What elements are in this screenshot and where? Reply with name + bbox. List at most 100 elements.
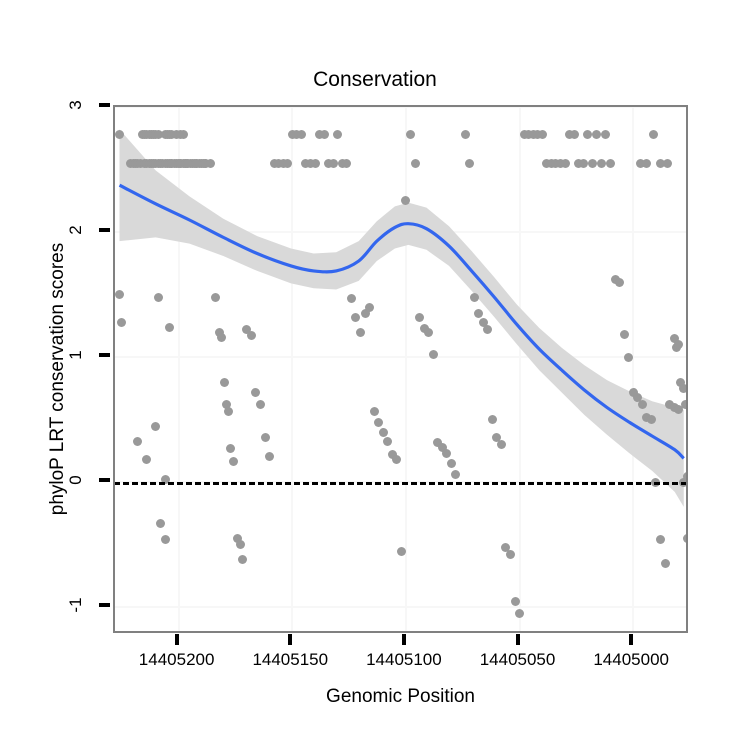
y-axis-title: phyloP LRT conservation scores: [47, 242, 68, 516]
scatter-point: [587, 158, 597, 168]
scatter-point: [415, 312, 425, 322]
scatter-point: [178, 130, 188, 140]
scatter-point: [167, 130, 177, 140]
y-tick-label: 1: [66, 350, 85, 360]
scatter-point: [151, 421, 161, 431]
scatter-point: [396, 546, 406, 556]
scatter-point: [405, 130, 415, 140]
scatter-point: [574, 158, 584, 168]
scatter-point: [135, 158, 145, 168]
scatter-point: [601, 130, 611, 140]
x-tick-mark: [288, 634, 293, 645]
scatter-point: [674, 340, 684, 350]
scatter-point: [569, 130, 579, 140]
gridline-vertical: [632, 107, 635, 631]
scatter-point: [176, 158, 186, 168]
scatter-point: [228, 456, 238, 466]
scatter-point: [483, 325, 493, 335]
loess-curve-path: [118, 183, 685, 460]
scatter-point: [410, 158, 420, 168]
scatter-point: [401, 196, 411, 206]
scatter-point: [442, 449, 452, 459]
scatter-point: [660, 559, 670, 569]
scatter-point: [265, 451, 275, 461]
scatter-point: [383, 436, 393, 446]
x-tick-label: 14405150: [252, 650, 329, 669]
scatter-point: [210, 292, 220, 302]
scatter-point: [117, 317, 127, 327]
scatter-point: [296, 130, 306, 140]
scatter-point: [528, 130, 538, 140]
scatter-point: [378, 427, 388, 437]
scatter-point: [555, 158, 565, 168]
scatter-point: [346, 293, 356, 303]
scatter-point: [183, 158, 193, 168]
scatter-point: [487, 415, 497, 425]
scatter-point: [496, 440, 506, 450]
scatter-point: [469, 292, 479, 302]
scatter-point: [235, 540, 245, 550]
scatter-point: [328, 158, 338, 168]
y-tick-label: -1: [66, 597, 85, 614]
scatter-point: [310, 158, 320, 168]
scatter-point: [583, 130, 593, 140]
gridline-horizontal: [115, 107, 686, 108]
scatter-point: [515, 609, 525, 619]
x-tick-mark: [401, 634, 406, 645]
scatter-point: [683, 471, 686, 481]
scatter-point: [255, 400, 265, 410]
scatter-point: [451, 470, 461, 480]
plot-panel: [113, 105, 688, 633]
gridline-horizontal: [115, 231, 686, 234]
y-tick-label: 2: [66, 225, 85, 235]
scatter-point: [153, 130, 163, 140]
x-tick-label: 14405000: [593, 650, 669, 669]
scatter-point: [678, 384, 686, 394]
scatter-point: [680, 400, 686, 410]
scatter-point: [324, 158, 334, 168]
scatter-point: [133, 436, 143, 446]
scatter-point: [287, 130, 297, 140]
gridline-horizontal: [115, 606, 686, 609]
scatter-point: [646, 415, 656, 425]
y-tick-mark: [99, 603, 110, 608]
scatter-point: [217, 332, 227, 342]
confidence-band-area: [119, 129, 684, 507]
scatter-point: [642, 158, 652, 168]
scatter-point: [160, 475, 170, 485]
scatter-point: [565, 130, 575, 140]
scatter-point: [505, 550, 515, 560]
scatter-point: [246, 331, 256, 341]
y-tick-mark: [99, 228, 110, 233]
x-tick-mark: [629, 634, 634, 645]
y-tick-mark: [99, 478, 110, 483]
scatter-point: [251, 387, 261, 397]
x-tick-label: 14405100: [366, 650, 442, 669]
scatter-point: [519, 130, 529, 140]
scatter-point: [219, 377, 229, 387]
chart-title: Conservation: [313, 68, 437, 91]
scatter-point: [637, 400, 647, 410]
scatter-point: [465, 158, 475, 168]
scatter-point: [365, 302, 375, 312]
scatter-point: [533, 130, 543, 140]
scatter-point: [596, 158, 606, 168]
scatter-point: [605, 158, 615, 168]
scatter-point: [351, 312, 361, 322]
scatter-point: [537, 130, 547, 140]
scatter-point: [592, 130, 602, 140]
scatter-point: [428, 350, 438, 360]
scatter-point: [546, 158, 556, 168]
scatter-point: [374, 417, 384, 427]
scatter-point: [683, 534, 686, 544]
scatter-point: [115, 290, 125, 300]
x-axis-title: Genomic Position: [326, 686, 475, 707]
scatter-point: [319, 130, 329, 140]
scatter-point: [510, 596, 520, 606]
y-tick-label: 3: [66, 100, 85, 110]
scatter-point: [260, 432, 270, 442]
scatter-point: [233, 534, 243, 544]
scatter-point: [474, 308, 484, 318]
scatter-point: [655, 535, 665, 545]
scatter-point: [635, 158, 645, 168]
